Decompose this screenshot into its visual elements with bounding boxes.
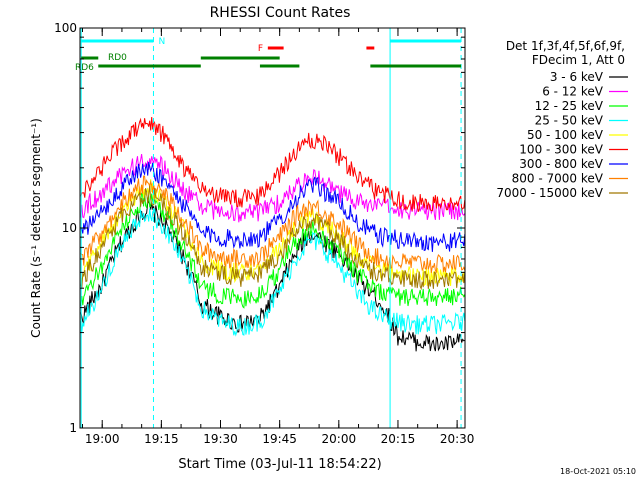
y-tick-label-1: 10 xyxy=(62,221,77,235)
flag-bars: N RD0 RD6 F xyxy=(75,37,462,73)
legend-label-3: 25 - 50 keV xyxy=(535,114,604,128)
legend-label-4: 50 - 100 keV xyxy=(527,128,604,142)
flag-label-2: RD6 xyxy=(75,63,94,73)
x-tick-label-6: 20:30 xyxy=(440,432,475,446)
x-tick-label-1: 19:15 xyxy=(144,432,179,446)
series-line-7 xyxy=(80,175,466,274)
y-axis-label: Count Rate (s⁻¹ detector segment⁻¹) xyxy=(29,118,43,338)
legend-label-2: 12 - 25 keV xyxy=(535,99,604,113)
y-tick-label-2: 100 xyxy=(54,21,77,35)
legend-label-5: 100 - 300 keV xyxy=(519,143,603,157)
x-axis-label: Start Time (03-Jul-11 18:54:22) xyxy=(178,457,381,472)
chart-title: RHESSI Count Rates xyxy=(210,5,351,21)
axes: 1 10 100 19:00 19:15 19:30 19:45 20:00 20:15 20:3… xyxy=(54,21,474,446)
series-line-4 xyxy=(80,179,466,287)
footer-timestamp: 18-Oct-2021 05:10 xyxy=(560,467,636,476)
flag-label-0: N xyxy=(158,37,165,47)
series-line-1 xyxy=(80,154,466,223)
legend-label-8: 7000 - 15000 keV xyxy=(496,186,603,200)
x-tick-label-0: 19:00 xyxy=(85,432,120,446)
legend-label-6: 300 - 800 keV xyxy=(519,157,603,171)
x-tick-label-3: 19:45 xyxy=(262,432,297,446)
flag-label-4: F xyxy=(258,44,263,54)
x-tick-label-4: 20:00 xyxy=(322,432,357,446)
series-line-8 xyxy=(80,185,466,291)
legend-header-line-1: Det 1f,3f,4f,5f,6f,9f, xyxy=(506,39,625,53)
legend-label-1: 6 - 12 keV xyxy=(542,85,604,99)
series-line-3 xyxy=(80,208,466,337)
legend-label-7: 800 - 7000 keV xyxy=(512,172,604,186)
y-tick-label-0: 1 xyxy=(69,421,77,435)
x-tick-label-5: 20:15 xyxy=(381,432,416,446)
x-tick-label-2: 19:30 xyxy=(203,432,238,446)
legend-header-line-2: FDecim 1, Att 0 xyxy=(532,53,625,67)
legend: Det 1f,3f,4f,5f,6f,9f, FDecim 1, Att 0 3… xyxy=(496,39,628,200)
series-line-5 xyxy=(80,116,466,212)
legend-label-0: 3 - 6 keV xyxy=(550,70,604,84)
series-line-6 xyxy=(80,161,466,252)
flag-label-1: RD0 xyxy=(108,53,127,63)
